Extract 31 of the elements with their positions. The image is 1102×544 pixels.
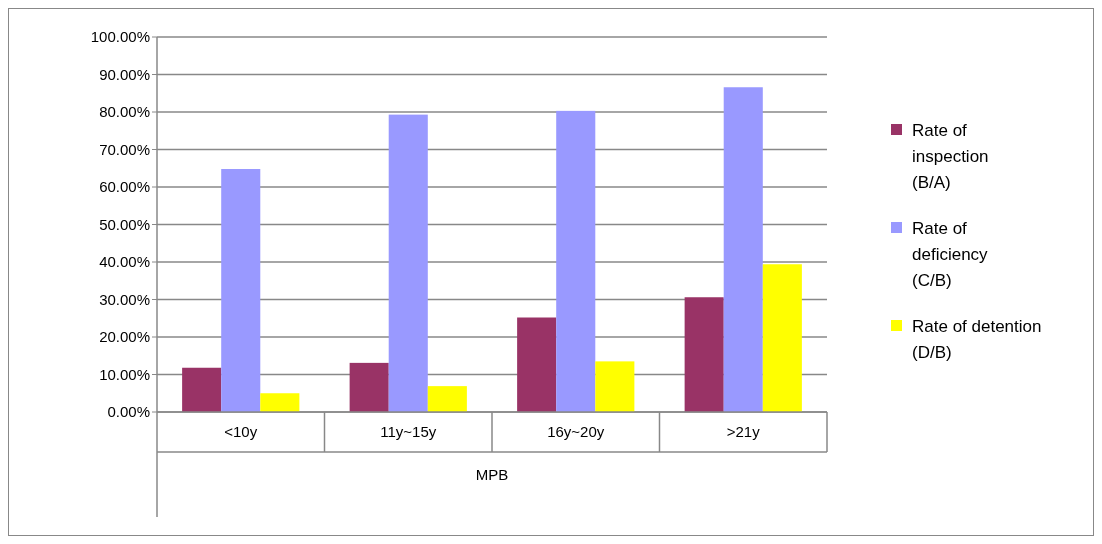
- y-tick-label: 10.00%: [99, 365, 150, 383]
- y-tick-label: 40.00%: [99, 253, 150, 271]
- bar: [556, 110, 596, 412]
- y-tick-label: 0.00%: [107, 403, 150, 421]
- bar: [260, 393, 300, 412]
- y-tick-label: 60.00%: [99, 178, 150, 196]
- bar: [349, 362, 389, 412]
- legend-label: Rate of inspection (B/A): [912, 121, 989, 192]
- y-tick-label: 90.00%: [99, 65, 150, 83]
- bar: [762, 264, 802, 412]
- bar: [427, 386, 467, 412]
- y-tick-label: 100.00%: [90, 28, 150, 46]
- bar: [723, 87, 763, 412]
- x-tick-label: 11y~15y: [380, 423, 437, 440]
- y-tick-label: 20.00%: [99, 328, 150, 346]
- bar: [595, 361, 635, 412]
- legend-label: Rate of detention (D/B): [912, 317, 1042, 362]
- bar: [517, 317, 557, 412]
- bar: [388, 114, 428, 412]
- bar: [182, 367, 222, 412]
- x-tick-label: >21y: [726, 423, 761, 440]
- legend-label: Rate of deficiency (C/B): [912, 219, 989, 290]
- x-tick-label: 16y~20y: [547, 423, 605, 440]
- bar: [221, 169, 261, 412]
- x-tick-label: <10y: [224, 423, 258, 440]
- y-tick-label: 70.00%: [99, 140, 150, 158]
- y-tick-label: 30.00%: [99, 290, 150, 308]
- bar: [684, 297, 724, 412]
- y-tick-label: 50.00%: [99, 215, 150, 233]
- y-tick-label: 80.00%: [99, 103, 150, 121]
- x-axis-title: MPB: [475, 466, 509, 483]
